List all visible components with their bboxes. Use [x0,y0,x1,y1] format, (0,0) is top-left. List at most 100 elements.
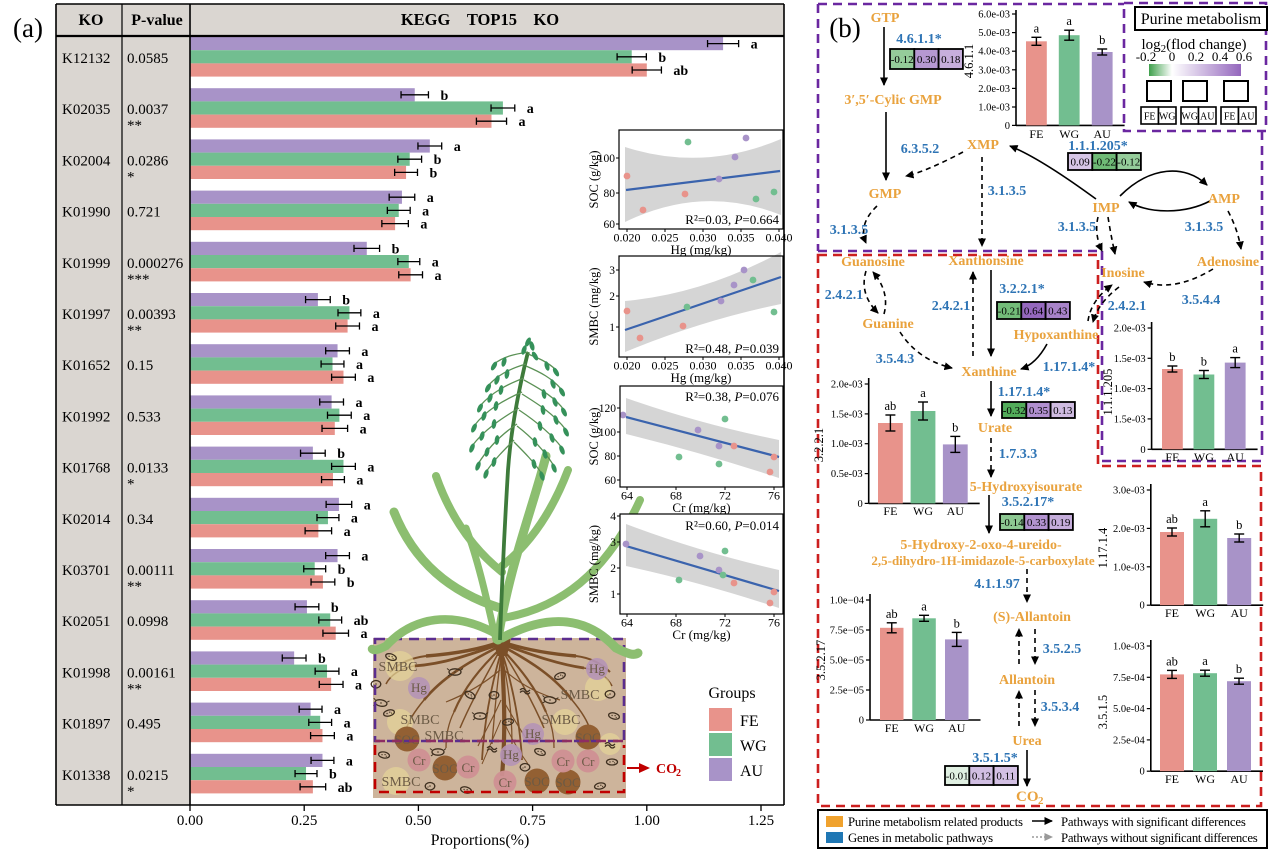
svg-text:1.0e-03: 1.0e-03 [1114,384,1146,395]
svg-text:ab: ab [354,614,369,629]
svg-text:0.030: 0.030 [690,231,717,245]
svg-text:b: b [331,601,339,616]
svg-text:(b): (b) [829,13,860,43]
svg-text:WG: WG [913,504,933,518]
svg-text:AU: AU [947,504,965,518]
svg-text:0.025: 0.025 [652,359,679,373]
svg-text:AU: AU [1200,112,1215,123]
svg-text:4.1.1.97: 4.1.1.97 [974,577,1020,592]
svg-text:3.5.3.4: 3.5.3.4 [1041,700,1080,715]
svg-text:2.5e−05: 2.5e−05 [830,686,864,697]
svg-text:Inosine: Inosine [1101,266,1145,281]
svg-text:b: b [318,652,326,667]
svg-text:Pathways with significant diff: Pathways with significant differences [1061,815,1246,829]
svg-text:KEGG TOP15 KO: KEGG TOP15 KO [401,10,559,29]
svg-text:Cr (mg/kg): Cr (mg/kg) [672,627,730,642]
svg-text:1.25: 1.25 [748,813,774,829]
svg-text:SOC: SOC [524,774,549,789]
svg-text:1.17.1.4: 1.17.1.4 [1096,527,1110,568]
svg-text:5.0e-03: 5.0e-03 [978,28,1010,39]
svg-text:SMBC (mg/kg): SMBC (mg/kg) [587,267,601,345]
svg-text:a: a [373,307,380,322]
svg-text:a: a [356,358,363,373]
svg-text:FE: FE [1165,772,1179,786]
svg-text:a: a [351,512,358,527]
svg-text:76: 76 [768,489,780,503]
svg-text:-0.22: -0.22 [1093,156,1116,168]
svg-text:SOC: SOC [394,732,419,747]
svg-text:3.5.4.4: 3.5.4.4 [1182,293,1221,308]
svg-text:FE: FE [1224,112,1236,123]
svg-text:0: 0 [1169,49,1176,64]
svg-text:SMBC: SMBC [382,775,421,790]
svg-text:K02035: K02035 [62,102,110,118]
svg-text:0.00: 0.00 [177,813,203,829]
svg-text:a: a [356,474,363,489]
svg-text:1.00: 1.00 [634,813,660,829]
svg-text:0.19: 0.19 [1051,517,1071,529]
svg-text:6.0e-03: 6.0e-03 [978,10,1010,21]
svg-text:R²=0.38, P=0.076: R²=0.38, P=0.076 [685,389,779,404]
svg-text:***: *** [127,272,150,288]
svg-text:0.25: 0.25 [291,813,317,829]
svg-text:0.18: 0.18 [941,54,961,66]
svg-text:Cr: Cr [413,753,427,768]
svg-text:0.0037: 0.0037 [127,102,169,118]
svg-text:Urate: Urate [978,421,1012,436]
svg-text:Hypoxanthine: Hypoxanthine [1014,328,1099,343]
svg-text:a: a [527,102,534,117]
svg-text:0.09: 0.09 [1071,156,1091,168]
svg-text:4.0e-03: 4.0e-03 [978,47,1010,58]
svg-text:K01990: K01990 [62,205,110,221]
svg-text:b: b [434,153,442,168]
svg-text:0.020: 0.020 [614,359,641,373]
svg-text:1.1.1.205: 1.1.1.205 [1101,369,1115,416]
svg-text:K01768: K01768 [62,461,110,477]
svg-text:0.2: 0.2 [1188,49,1204,64]
svg-text:SMBC: SMBC [542,713,581,728]
svg-text:a: a [344,716,351,731]
svg-text:WG: WG [1159,112,1176,123]
svg-text:a: a [920,386,926,400]
svg-text:3.0e-03: 3.0e-03 [1113,486,1145,497]
svg-text:2.4.2.1: 2.4.2.1 [932,299,971,314]
svg-text:a: a [334,703,341,718]
svg-text:K01338: K01338 [62,768,110,784]
svg-text:4.6.1.1*: 4.6.1.1* [896,32,942,47]
svg-text:*: * [127,169,135,185]
svg-text:0.030: 0.030 [690,359,717,373]
svg-text:0.025: 0.025 [652,231,679,245]
svg-text:SMBC: SMBC [379,660,418,675]
svg-text:0: 0 [859,716,864,727]
svg-text:SMBC: SMBC [561,688,600,703]
svg-text:3.2.2.1: 3.2.2.1 [812,428,826,462]
svg-text:**: ** [127,323,142,339]
svg-text:FE: FE [1165,606,1179,620]
svg-text:-0.14: -0.14 [1001,517,1024,529]
svg-text:b: b [1169,350,1175,364]
svg-text:0.035: 0.035 [728,231,755,245]
svg-text:Hg: Hg [503,747,519,762]
svg-text:0.00161: 0.00161 [127,665,176,681]
svg-text:0.0215: 0.0215 [127,768,168,784]
svg-text:2.0e-03: 2.0e-03 [978,84,1010,95]
svg-text:Genes in metabolic pathways: Genes in metabolic pathways [848,831,993,845]
svg-text:a: a [367,371,374,386]
svg-text:0.00111: 0.00111 [127,563,175,579]
svg-text:*: * [127,784,135,800]
svg-text:3.5.4.3: 3.5.4.3 [876,352,915,367]
svg-text:1.0e-03: 1.0e-03 [1113,642,1145,653]
svg-text:3.5.1.5: 3.5.1.5 [1096,695,1110,729]
svg-text:0.43: 0.43 [1048,305,1068,317]
svg-text:Groups: Groups [708,685,755,702]
svg-text:**: ** [127,118,142,134]
svg-text:3.0e-03: 3.0e-03 [978,65,1010,76]
svg-text:WG: WG [1194,450,1214,464]
svg-text:K02051: K02051 [62,614,110,630]
svg-text:5.0e−05: 5.0e−05 [830,656,864,667]
svg-text:Hg: Hg [525,726,541,741]
svg-text:a: a [360,422,367,437]
svg-text:0.34: 0.34 [127,512,154,528]
svg-text:XMP: XMP [967,138,999,153]
svg-text:1.5e-03: 1.5e-03 [1114,354,1146,365]
